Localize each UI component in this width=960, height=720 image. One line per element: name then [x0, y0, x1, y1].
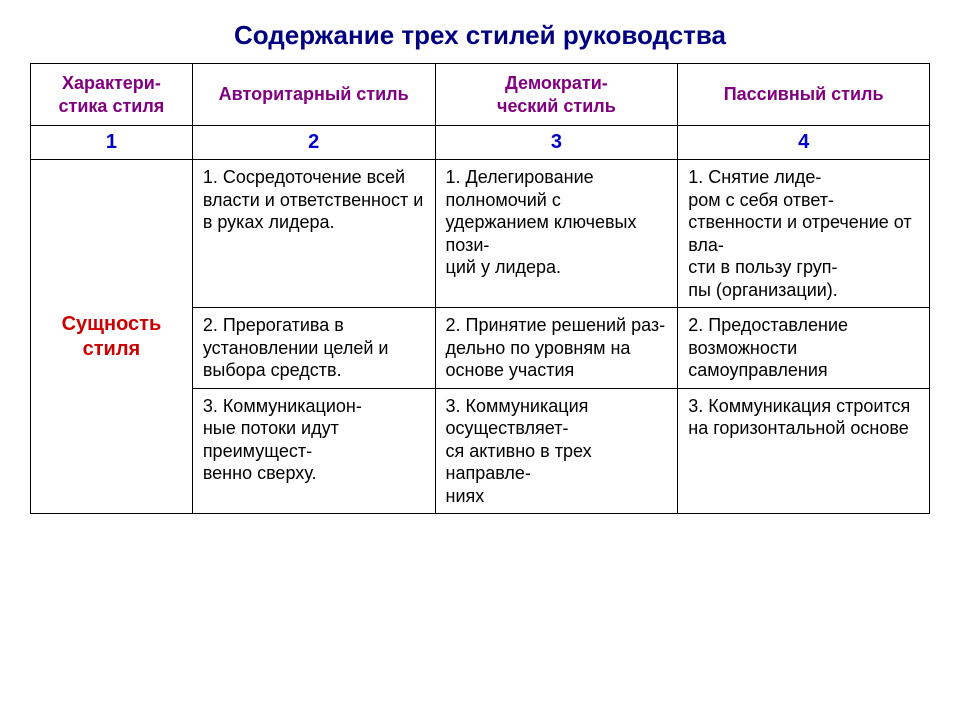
number-2: 2: [192, 126, 435, 160]
cell-demo-1: 1. Делегирование полномочий с удержанием…: [435, 160, 678, 308]
cell-demo-3: 3. Коммуникация осуществляет- ся активно…: [435, 388, 678, 514]
table-number-row: 1 2 3 4: [31, 126, 930, 160]
cell-pass-1: 1. Снятие лиде- ром с себя ответ- ственн…: [678, 160, 930, 308]
cell-auth-3: 3. Коммуникацион- ные потоки идут преиму…: [192, 388, 435, 514]
row-label-essence: Сущность стиля: [31, 160, 193, 514]
number-3: 3: [435, 126, 678, 160]
table-row: Сущность стиля 1. Сосредоточение всей вл…: [31, 160, 930, 308]
header-democratic: Демократи- ческий стиль: [435, 64, 678, 126]
header-characteristic: Характери- стика стиля: [31, 64, 193, 126]
cell-auth-2: 2. Прерогатива в установлении целей и вы…: [192, 308, 435, 389]
cell-pass-3: 3. Коммуникация строится на горизонтальн…: [678, 388, 930, 514]
leadership-styles-table: Характери- стика стиля Авторитарный стил…: [30, 63, 930, 514]
cell-demo-2: 2. Принятие решений раз- дельно по уровн…: [435, 308, 678, 389]
number-1: 1: [31, 126, 193, 160]
number-4: 4: [678, 126, 930, 160]
header-passive: Пассивный стиль: [678, 64, 930, 126]
table-header-row: Характери- стика стиля Авторитарный стил…: [31, 64, 930, 126]
header-authoritarian: Авторитарный стиль: [192, 64, 435, 126]
page-title: Содержание трех стилей руководства: [30, 20, 930, 51]
cell-pass-2: 2. Предоставление возможности самоуправл…: [678, 308, 930, 389]
cell-auth-1: 1. Сосредоточение всей власти и ответств…: [192, 160, 435, 308]
